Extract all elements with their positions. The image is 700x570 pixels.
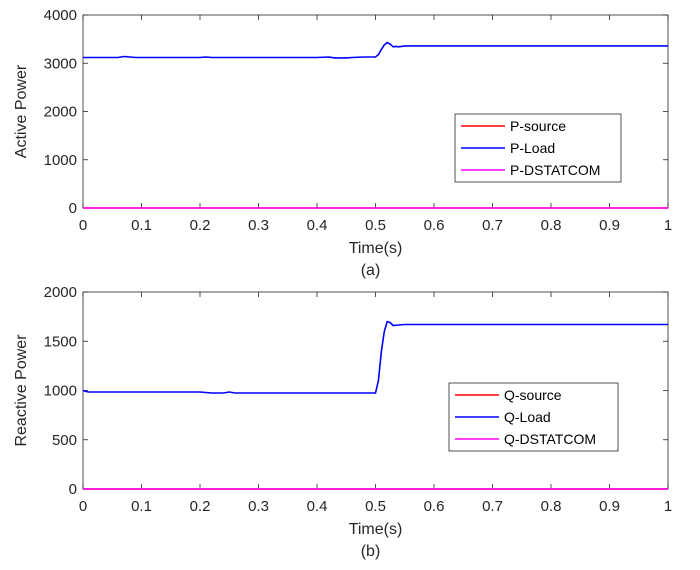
x-tick-label: 1 xyxy=(664,498,672,515)
y-tick-label: 3000 xyxy=(44,55,77,72)
y-tick-label: 0 xyxy=(69,481,77,498)
x-tick-label: 0.9 xyxy=(599,217,620,234)
x-tick-label: 0.5 xyxy=(365,498,386,515)
x-tick-label: 0.2 xyxy=(190,498,211,515)
x-tick-label: 0.4 xyxy=(307,498,328,515)
x-axis-label: Time(s) xyxy=(349,521,403,538)
x-tick-label: 0.9 xyxy=(599,498,620,515)
x-tick-label: 0.8 xyxy=(541,217,562,234)
x-axis-label: Time(s) xyxy=(349,240,403,257)
x-tick-label: 0.4 xyxy=(307,217,328,234)
legend: Q-source Q-Load Q-DSTATCOM xyxy=(448,382,619,452)
x-tick-label: 0 xyxy=(79,217,87,234)
x-tick-label: 0.1 xyxy=(131,498,152,515)
y-tick-label: 500 xyxy=(52,432,77,449)
y-axis-label: Active Power xyxy=(13,64,30,158)
legend: P-source P-Load P-DSTATCOM xyxy=(454,113,622,183)
x-tick-label: 0.6 xyxy=(424,498,445,515)
legend-label: P-source xyxy=(510,118,566,134)
x-tick-label: 0.8 xyxy=(541,498,562,515)
subfigure-caption: (b) xyxy=(361,543,381,560)
x-tick-label: 0.5 xyxy=(365,217,386,234)
y-tick-label: 1000 xyxy=(44,383,77,400)
y-axis-label: Reactive Power xyxy=(13,334,30,447)
x-tick-label: 0.2 xyxy=(190,217,211,234)
legend-label: Q-Load xyxy=(504,409,551,425)
y-tick-label: 1000 xyxy=(44,152,77,169)
subfigure-caption: (a) xyxy=(361,262,381,279)
series-line-q-load xyxy=(83,320,668,394)
x-tick-label: 1 xyxy=(664,217,672,234)
y-tick-label: 2000 xyxy=(44,284,77,301)
x-tick-label: 0.1 xyxy=(131,217,152,234)
legend-label: Q-DSTATCOM xyxy=(504,431,596,447)
x-tick-label: 0 xyxy=(79,498,87,515)
x-tick-label: 0.7 xyxy=(482,217,503,234)
x-tick-label: 0.6 xyxy=(424,217,445,234)
y-tick-label: 4000 xyxy=(44,7,77,24)
series-group xyxy=(83,41,668,209)
x-tick-label: 0.3 xyxy=(248,217,269,234)
legend-label: P-Load xyxy=(510,140,555,156)
series-group xyxy=(83,320,668,490)
legend-label: P-DSTATCOM xyxy=(510,162,600,178)
series-line-p-load xyxy=(83,41,668,59)
chart-reactive-power: 0 0.1 0.2 0.3 0.4 0.5 0.6 0.7 0.8 0.9 1 0 500 1000 150… xyxy=(13,284,672,560)
y-tick-label: 2000 xyxy=(44,104,77,121)
x-tick-label: 0.3 xyxy=(248,498,269,515)
y-tick-label: 0 xyxy=(69,200,77,217)
chart-active-power: 0 0.1 0.2 0.3 0.4 0.5 0.6 0.7 0.8 0.9 1 0 1000 2000 30… xyxy=(13,7,672,279)
y-tick-label: 1500 xyxy=(44,333,77,350)
legend-label: Q-source xyxy=(504,387,562,403)
x-tick-label: 0.7 xyxy=(482,498,503,515)
